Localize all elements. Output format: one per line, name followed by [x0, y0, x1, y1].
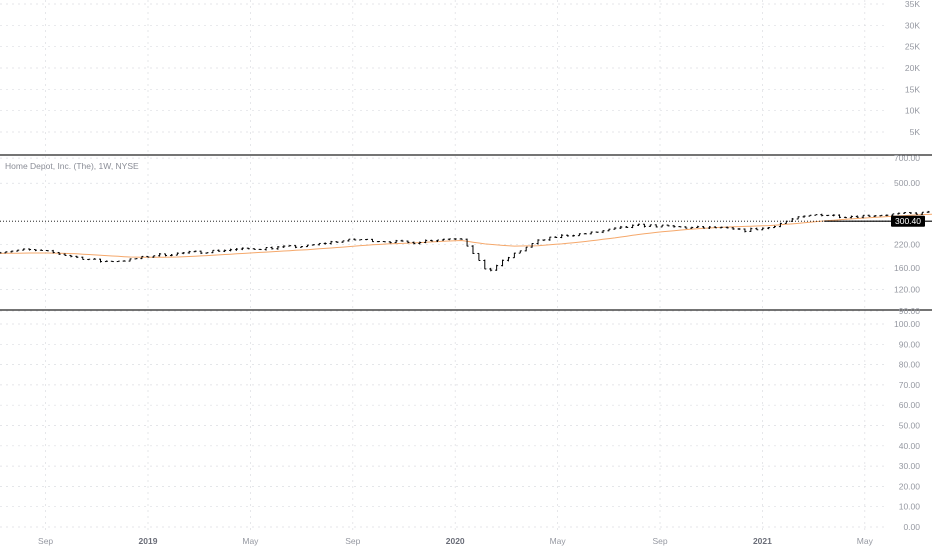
top-pane-tick-label: 10K [905, 106, 920, 116]
moving-average-line [0, 213, 932, 258]
time-axis-label: May [550, 536, 567, 546]
bottom-pane-tick-label: 50.00 [899, 421, 921, 431]
top-pane-tick-label: 5K [910, 127, 921, 137]
bottom-pane-tick-label: 60.00 [899, 400, 921, 410]
top-pane-tick-label: 15K [905, 84, 920, 94]
top-pane-y-axis: 35K 30K 25K 20K 15K 10K 5K [905, 0, 920, 137]
price-pane-y-axis: 700.00 500.00 220.00 160.00 120.00 90.00 [894, 153, 920, 316]
price-tick-label: 90.00 [899, 306, 921, 316]
time-axis-label: 2021 [753, 536, 772, 546]
last-price-badge: 300.40 [891, 215, 925, 227]
symbol-legend[interactable]: Home Depot, Inc. (The), 1W, NYSE [5, 161, 139, 171]
price-tick-label: 120.00 [894, 285, 920, 295]
top-pane-tick-label: 25K [905, 42, 920, 52]
time-axis-label: 2019 [139, 536, 158, 546]
price-tick-label: 500.00 [894, 178, 920, 188]
grid-lines [0, 0, 888, 532]
time-axis-label: Sep [652, 536, 667, 546]
top-pane-tick-label: 30K [905, 20, 920, 30]
time-axis[interactable]: Sep 2019 May Sep 2020 May Sep 2021 May [38, 536, 874, 546]
price-tick-label: 220.00 [894, 239, 920, 249]
price-bars-layer [0, 210, 930, 272]
bottom-pane-tick-label: 30.00 [899, 461, 921, 471]
bottom-pane-tick-label: 10.00 [899, 502, 921, 512]
price-tick-label: 160.00 [894, 263, 920, 273]
moving-average-layer [0, 213, 932, 258]
time-axis-label: May [857, 536, 874, 546]
bottom-pane-tick-label: 100.00 [894, 319, 920, 329]
bottom-pane-tick-label: 80.00 [899, 360, 921, 370]
time-axis-label: May [242, 536, 259, 546]
pane-separators [0, 154, 932, 311]
last-price-label: 300.40 [895, 216, 921, 226]
bottom-pane-tick-label: 0.00 [903, 522, 920, 532]
bottom-pane-tick-label: 40.00 [899, 441, 921, 451]
time-axis-label: Sep [345, 536, 360, 546]
time-axis-label: 2020 [446, 536, 465, 546]
price-tick-label: 700.00 [894, 153, 920, 163]
top-pane-tick-label: 35K [905, 0, 920, 9]
top-pane-tick-label: 20K [905, 63, 920, 73]
bottom-pane-tick-label: 20.00 [899, 481, 921, 491]
time-axis-label: Sep [38, 536, 53, 546]
last-price-badge-bg [891, 215, 925, 227]
bottom-pane-y-axis: 100.00 90.00 80.00 70.00 60.00 50.00 40.00 30.0… [894, 319, 920, 532]
bottom-pane-tick-label: 90.00 [899, 339, 921, 349]
bottom-pane-tick-label: 70.00 [899, 380, 921, 390]
